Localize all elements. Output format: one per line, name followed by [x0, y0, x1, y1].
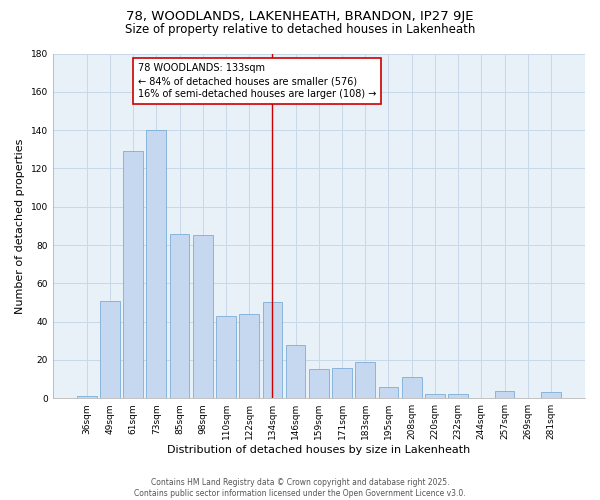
Text: 78, WOODLANDS, LAKENHEATH, BRANDON, IP27 9JE: 78, WOODLANDS, LAKENHEATH, BRANDON, IP27… [126, 10, 474, 23]
Bar [309, 370, 329, 398]
Bar [425, 394, 445, 398]
Bar [541, 392, 561, 398]
Bar [332, 368, 352, 398]
Bar [402, 377, 422, 398]
Bar [123, 151, 143, 398]
Text: Size of property relative to detached houses in Lakenheath: Size of property relative to detached ho… [125, 22, 475, 36]
Text: 78 WOODLANDS: 133sqm
← 84% of detached houses are smaller (576)
16% of semi-deta: 78 WOODLANDS: 133sqm ← 84% of detached h… [138, 63, 376, 100]
Bar [448, 394, 468, 398]
Bar [355, 362, 375, 398]
Bar [263, 302, 282, 398]
Bar [286, 344, 305, 398]
Bar [379, 386, 398, 398]
Bar [216, 316, 236, 398]
Bar [494, 390, 514, 398]
Y-axis label: Number of detached properties: Number of detached properties [15, 138, 25, 314]
Bar [193, 236, 212, 398]
Text: Contains HM Land Registry data © Crown copyright and database right 2025.
Contai: Contains HM Land Registry data © Crown c… [134, 478, 466, 498]
Bar [77, 396, 97, 398]
X-axis label: Distribution of detached houses by size in Lakenheath: Distribution of detached houses by size … [167, 445, 470, 455]
Bar [239, 314, 259, 398]
Bar [146, 130, 166, 398]
Bar [100, 300, 120, 398]
Bar [170, 234, 190, 398]
